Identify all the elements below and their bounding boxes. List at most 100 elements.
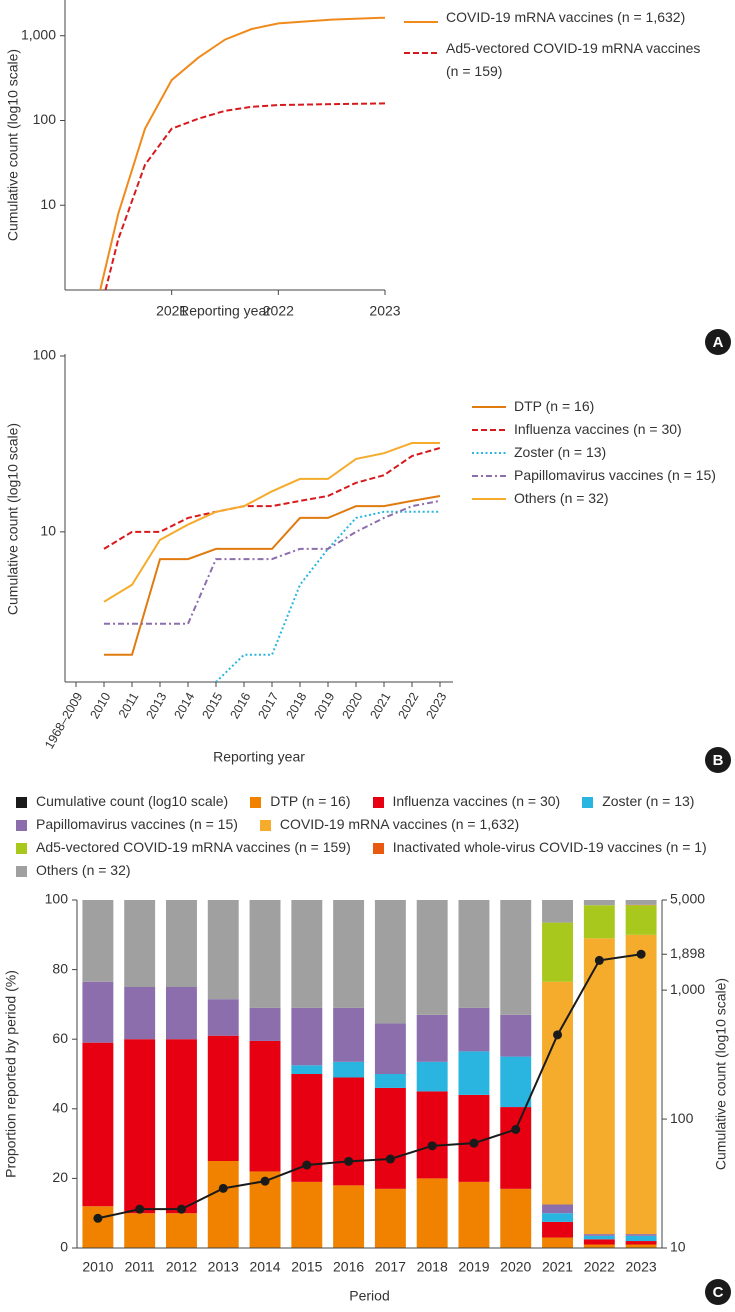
panel-label: A: [713, 334, 724, 351]
legend-label: Inactivated whole-virus COVID-19 vaccine…: [392, 839, 707, 855]
panel-badge: [705, 1279, 731, 1305]
legend-swatch: [472, 428, 506, 431]
bar-segment: [82, 900, 114, 982]
bar-segment: [458, 900, 490, 1008]
bar-segment: [583, 905, 615, 939]
legend-item: Zoster (n = 13): [472, 441, 732, 464]
legend-swatch: [250, 796, 262, 808]
bar-segment: [333, 1061, 365, 1078]
legend: Cumulative count (log10 scale) DTP (n = 1…: [16, 790, 728, 882]
x-tick-label: 1968–2009: [42, 690, 85, 751]
line-series: [103, 446, 441, 550]
legend-label: COVID-19 mRNA vaccines (n = 1,632): [279, 816, 520, 832]
bar-segment: [625, 1235, 657, 1242]
line-series: [103, 442, 440, 603]
bar-segment: [82, 1206, 114, 1248]
bar-segment: [625, 1241, 657, 1245]
x-tick-label: 2010: [87, 690, 113, 721]
x-tick-label: 2011: [125, 1259, 155, 1275]
bar-segment: [500, 1014, 532, 1057]
legend-swatch: [472, 497, 506, 500]
y-tick-label: 100: [33, 111, 57, 127]
bar-segment: [500, 1188, 532, 1248]
legend-swatch-box: [404, 37, 446, 66]
legend-item: Ad5-vectored COVID-19 mRNA vaccines (n =…: [16, 836, 351, 859]
line-point: [427, 1141, 437, 1151]
bar-segment: [249, 1040, 281, 1172]
bar-segment: [583, 900, 615, 906]
bar-segment: [374, 1074, 406, 1088]
x-tick-label: 2020: [339, 690, 365, 721]
bar-segment: [333, 1185, 365, 1248]
legend-item: Papillomavirus vaccines (n = 15): [472, 464, 732, 487]
panel-label: C: [713, 1284, 724, 1301]
x-tick-label: 2021: [542, 1259, 573, 1275]
legend-item: Influenza vaccines (n = 30): [472, 418, 732, 441]
legend-item: Others (n = 32): [16, 859, 131, 882]
line-point: [218, 1183, 228, 1193]
x-tick-label: 2012: [166, 1259, 197, 1275]
legend-item: Ad5-vectored COVID-19 mRNA vaccines (n =…: [404, 37, 709, 83]
y2-tick-label: 1,898: [670, 945, 705, 961]
bar-segment: [542, 1213, 573, 1222]
line-point: [511, 1124, 521, 1134]
bar-segment: [583, 1234, 615, 1236]
legend-item: COVID-19 mRNA vaccines (n = 1,632): [404, 6, 709, 35]
legend-swatch: [16, 865, 27, 877]
bar-segment: [207, 1035, 239, 1161]
bar-segment: [458, 1181, 490, 1248]
line-point: [93, 1213, 103, 1223]
x-tick-label: 2019: [458, 1259, 489, 1275]
bar-segment: [542, 1204, 573, 1214]
bar-segment: [458, 1051, 490, 1095]
line-point: [636, 949, 646, 959]
x-tick-label: 2022: [584, 1259, 615, 1275]
swatch: [250, 796, 262, 808]
x-tick-label: 2011: [116, 690, 142, 720]
line-series: [104, 494, 441, 656]
bar-segment: [374, 900, 406, 1024]
bar-segment: [374, 1023, 406, 1074]
line-series: [99, 16, 386, 290]
bar-segment: [625, 1244, 657, 1248]
legend-item: Influenza vaccines (n = 30): [372, 790, 560, 813]
line-series: [97, 953, 642, 1220]
y-tick-label: 60: [52, 1030, 68, 1046]
legend-swatch: [16, 819, 27, 831]
y-tick-label: 40: [52, 1100, 68, 1116]
x-tick-label: 2013: [143, 690, 169, 721]
x-tick-label: 2023: [626, 1259, 657, 1275]
line-point: [135, 1204, 145, 1214]
swatch: [259, 819, 271, 831]
bar-segment: [82, 1042, 114, 1207]
legend-item: COVID-19 mRNA vaccines (n = 1,632): [259, 813, 520, 836]
legend-swatch: [582, 796, 594, 808]
bar-segment: [458, 1094, 490, 1182]
bar-segment: [249, 1007, 281, 1041]
legend-item: Inactivated whole-virus COVID-19 vaccine…: [372, 836, 707, 859]
x-tick-label: 2020: [500, 1259, 531, 1275]
bar-segment: [416, 1091, 448, 1179]
legend-label: Others (n = 32): [514, 490, 609, 506]
panel-badge: [705, 329, 731, 355]
bar-segment: [542, 1237, 573, 1248]
x-tick-label: 2017: [255, 690, 281, 721]
legend-swatch: [372, 796, 384, 808]
bar-segment: [166, 987, 197, 1040]
x-tick-label: 2021: [367, 690, 393, 721]
line-point: [344, 1156, 354, 1166]
bar-segment: [583, 938, 615, 1235]
y-tick-label: 100: [33, 347, 57, 363]
bar-segment: [416, 1061, 448, 1092]
y-axis-label: Proportion reported by period (%): [3, 970, 19, 1178]
line-series: [104, 102, 386, 290]
bar-segment: [625, 900, 657, 905]
y-axis-label: Cumulative count (log10 scale): [5, 49, 21, 241]
legend: COVID-19 mRNA vaccines (n = 1,632) Ad5-ve…: [404, 6, 709, 85]
x-axis-label: Reporting year: [179, 303, 271, 319]
bar-segment: [500, 1107, 532, 1189]
line-point: [385, 1154, 395, 1164]
swatch: [16, 865, 27, 877]
x-tick-label: 2021: [156, 303, 187, 319]
